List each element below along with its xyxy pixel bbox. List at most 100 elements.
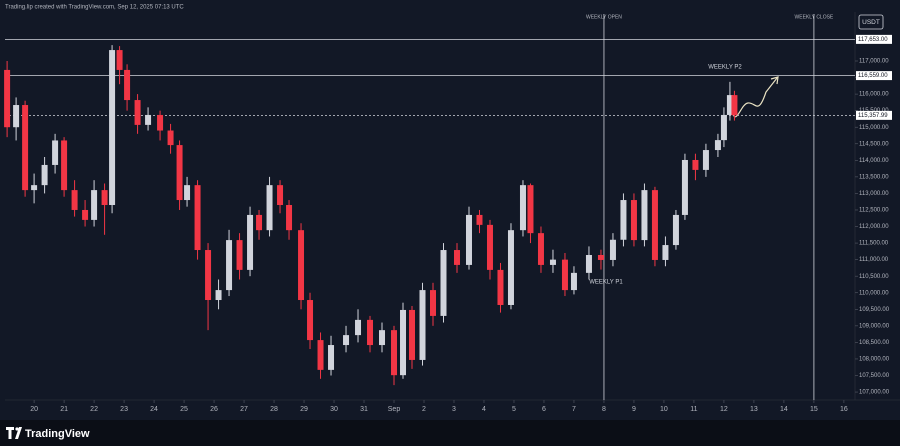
y-tick-label: 108,500.00: [859, 340, 890, 346]
y-tick-label: 115,000.00: [859, 125, 889, 131]
x-tick-label: 27: [240, 406, 248, 413]
x-tick-label: 2: [422, 406, 426, 413]
candle-body: [22, 105, 29, 191]
y-tick-label: 109,000.00: [859, 323, 890, 329]
candle-body: [41, 164, 48, 186]
candle-body: [256, 214, 263, 231]
y-tick-label: 110,500.00: [859, 274, 889, 280]
candle-body: [440, 250, 447, 316]
candle-body: [630, 200, 637, 241]
candle-body: [205, 250, 212, 301]
x-tick-label: 11: [690, 406, 697, 413]
candle-body: [184, 185, 191, 201]
candle-body: [561, 259, 568, 291]
candle-body: [430, 290, 436, 316]
candle-body: [391, 330, 398, 376]
x-tick-label: 4: [482, 406, 486, 413]
x-tick-label: 25: [180, 406, 188, 413]
x-tick-label: 21: [60, 406, 68, 413]
arrow-head: [770, 76, 779, 85]
x-tick-label: 16: [840, 406, 848, 413]
candle-body: [465, 214, 472, 265]
x-tick-label: 28: [270, 406, 278, 413]
candle-body: [497, 269, 504, 305]
candle-body: [116, 50, 123, 70]
candle-body: [167, 130, 174, 146]
candle-body: [134, 100, 141, 125]
y-tick-label: 112,000.00: [859, 224, 889, 230]
price-label: 116,559.00: [858, 73, 888, 79]
x-tick-label: 30: [330, 406, 338, 413]
currency-box: [858, 14, 884, 30]
candle-body: [226, 240, 233, 291]
candle-body: [400, 309, 407, 376]
candle-body: [71, 190, 78, 210]
candle-body: [266, 185, 273, 231]
price-label-box: [856, 34, 892, 44]
x-tick-label: 10: [660, 406, 668, 413]
candle-body: [236, 240, 243, 270]
x-tick-label: 12: [720, 406, 728, 413]
x-tick-label: 6: [542, 406, 546, 413]
candle-body: [507, 230, 514, 305]
y-tick-label: 112,500.00: [859, 208, 889, 214]
candle-body: [419, 290, 426, 360]
annotation: WEEKLY P2: [708, 65, 742, 71]
x-tick-label: 14: [780, 406, 788, 413]
candle-body: [409, 309, 416, 360]
candle-body: [4, 69, 11, 128]
candle-body: [651, 190, 658, 260]
y-tick-label: 110,000.00: [859, 290, 889, 296]
x-tick-label: 29: [300, 406, 308, 413]
candle-body: [176, 145, 183, 201]
vertical-line-label: WEEKLY CLOSE: [795, 14, 834, 20]
x-tick-label: 20: [30, 406, 38, 413]
projection-arrow: [730, 77, 778, 118]
candle-body: [52, 140, 59, 165]
x-tick-label: 23: [120, 406, 128, 413]
candle-body: [101, 190, 108, 206]
header-text: Trading.lip created with TradingView.com…: [5, 5, 184, 11]
candle-body: [519, 185, 526, 231]
y-tick-label: 113,000.00: [859, 191, 889, 197]
x-tick-label: 9: [632, 406, 636, 413]
candle-body: [609, 239, 616, 260]
candle-body: [328, 345, 335, 370]
y-tick-label: 109,500.00: [859, 307, 890, 313]
y-tick-label: 107,500.00: [859, 373, 890, 379]
candle-body: [157, 114, 164, 131]
candle-body: [726, 95, 733, 115]
y-tick-label: 114,000.00: [859, 158, 889, 164]
candle-body: [13, 105, 20, 128]
price-label: 115,357.99: [858, 113, 888, 119]
candle-body: [215, 290, 222, 301]
candle-body: [355, 319, 362, 336]
vertical-line-label: WEEKLY OPEN: [586, 14, 622, 20]
candle-body: [672, 214, 679, 246]
y-tick-label: 111,000.00: [859, 257, 889, 263]
candle-body: [82, 209, 89, 220]
candle-body: [307, 300, 314, 341]
logo: [6, 427, 22, 439]
candle-body: [597, 254, 604, 260]
x-tick-label: 13: [750, 406, 758, 413]
candle-body: [317, 340, 324, 370]
candle-body: [367, 319, 374, 346]
price-label: 117,653.00: [858, 37, 888, 43]
y-tick-label: 107,000.00: [859, 390, 890, 396]
candle-body: [343, 335, 350, 346]
x-tick-label: 31: [360, 406, 368, 413]
candle-body: [124, 69, 131, 101]
candle-body: [277, 185, 284, 206]
candle-body: [681, 159, 688, 215]
candle-body: [286, 205, 293, 231]
candle-body: [527, 185, 534, 234]
y-tick-label: 113,500.00: [859, 174, 889, 180]
candle-body: [91, 190, 98, 220]
logo-dot: [15, 427, 19, 431]
candle-body: [714, 140, 721, 151]
y-tick-label: 111,500.00: [859, 241, 889, 247]
candle-body: [549, 259, 556, 265]
candle-body: [585, 254, 592, 273]
